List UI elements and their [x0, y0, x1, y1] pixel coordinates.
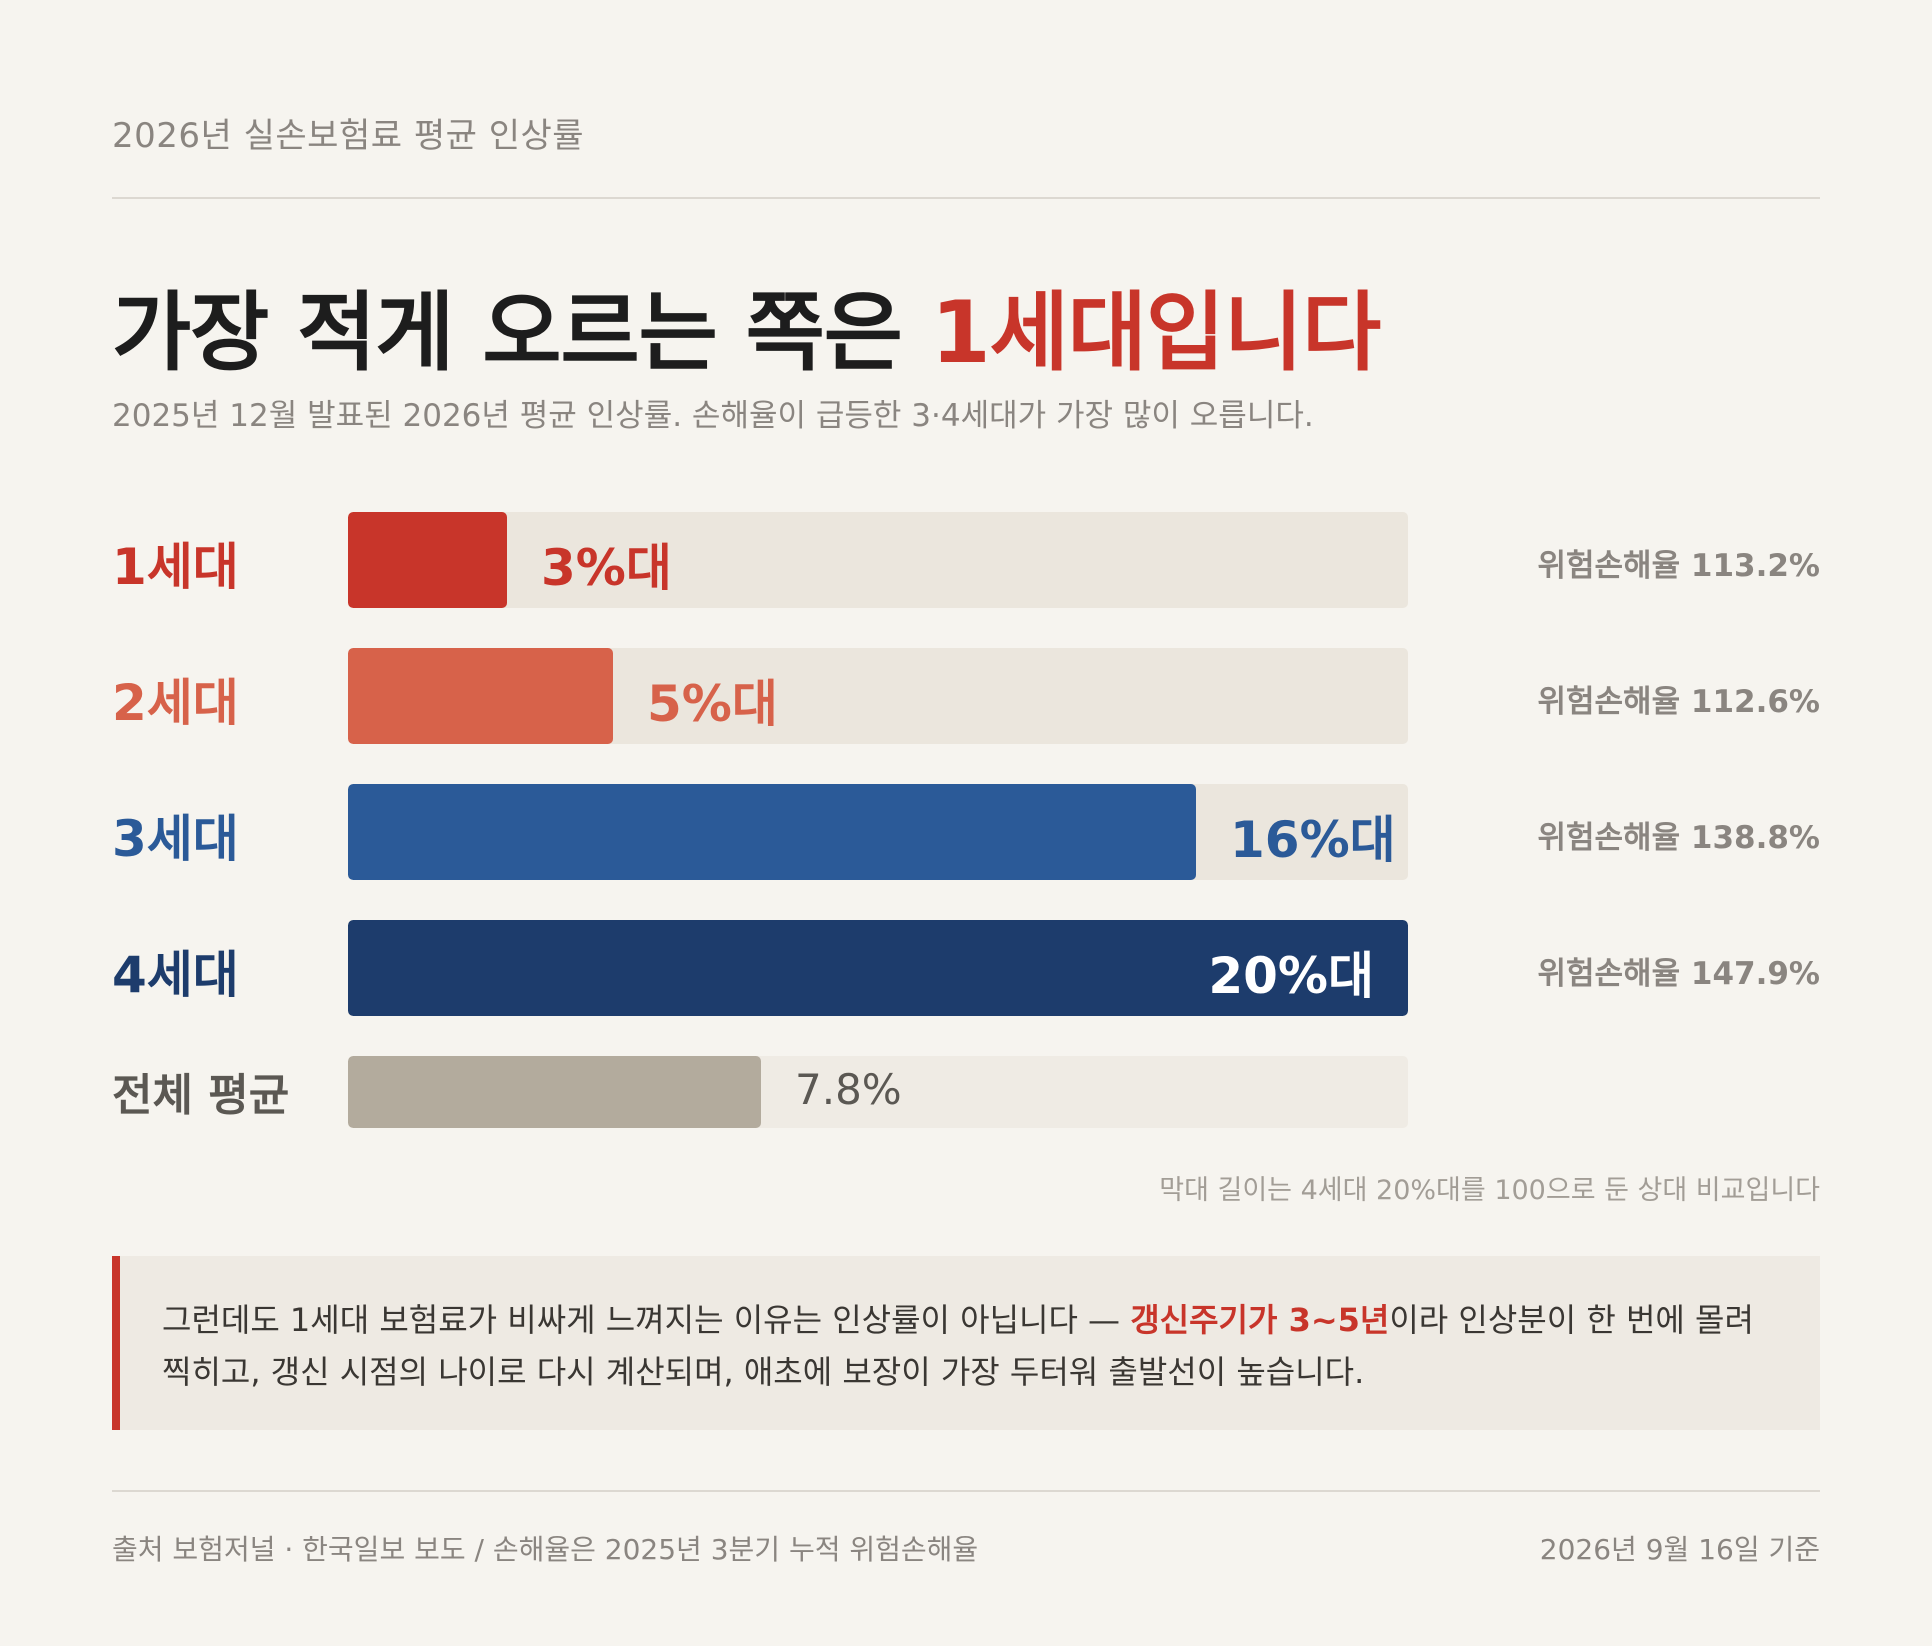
- bar-track-5: [348, 1056, 1408, 1128]
- bar-value-5: 7.8%: [795, 1065, 902, 1114]
- bottom-divider: [112, 1490, 1820, 1492]
- bar-value-4: 20%대: [1208, 947, 1374, 1005]
- top-divider: [112, 197, 1820, 199]
- callout-emphasis: 갱신주기가 3~5년: [1130, 1301, 1390, 1339]
- bar-value-3: 16%대: [1230, 811, 1396, 869]
- date-note: 2026년 9월 16일 기준: [1539, 1533, 1820, 1566]
- bar-5: [348, 1056, 761, 1128]
- callout-box: 그런데도 1세대 보험료가 비싸게 느껴지는 이유는 인상률이 아닙니다 — 갱…: [112, 1256, 1820, 1430]
- bar-track-2: [348, 648, 1408, 744]
- headline: 가장 적게 오르는 쪽은 1세대입니다: [112, 262, 1381, 387]
- callout-text-before: 그런데도 1세대 보험료가 비싸게 느껴지는 이유는 인상률이 아닙니다 —: [162, 1301, 1131, 1339]
- bar-track-3: [348, 784, 1408, 880]
- chart-note: 막대 길이는 4세대 20%대를 100으로 둔 상대 비교입니다: [1159, 1175, 1820, 1206]
- subtitle: 2025년 12월 발표된 2026년 평균 인상률. 손해율이 급등한 3·4…: [112, 398, 1314, 434]
- callout-text-after: 이라 인상분이 한 번에 몰려 찍히고, 갱신 시점의 나이로 다시 계산되며,…: [162, 1301, 1754, 1391]
- bar-2: [348, 648, 613, 744]
- kicker: 2026년 실손보험료 평균 인상률: [112, 116, 585, 156]
- bar-label-4: 4세대: [112, 946, 239, 1004]
- headline-main: 가장 적게 오르는 쪽은: [112, 283, 931, 383]
- bar-label-1: 1세대: [112, 538, 239, 596]
- bar-label-2: 2세대: [112, 674, 239, 732]
- bar-value-2: 5%대: [647, 675, 778, 733]
- bar-track-1: [348, 512, 1408, 608]
- bar-label-3: 3세대: [112, 810, 239, 868]
- bar-4: [348, 920, 1408, 1016]
- bar-track-4: [348, 920, 1408, 1016]
- bar-value-1: 3%대: [541, 539, 672, 597]
- loss-ratio-1: 위험손해율 113.2%: [1537, 548, 1820, 584]
- loss-ratio-4: 위험손해율 147.9%: [1537, 956, 1820, 992]
- bar-1: [348, 512, 507, 608]
- bar-label-5: 전체 평균: [112, 1070, 290, 1121]
- headline-highlight: 1세대입니다: [930, 283, 1381, 383]
- loss-ratio-2: 위험손해율 112.6%: [1537, 684, 1820, 720]
- loss-ratio-3: 위험손해율 138.8%: [1537, 820, 1820, 856]
- source-note: 출처 보험저널 · 한국일보 보도 / 손해율은 2025년 3분기 누적 위험…: [112, 1533, 979, 1566]
- bar-3: [348, 784, 1196, 880]
